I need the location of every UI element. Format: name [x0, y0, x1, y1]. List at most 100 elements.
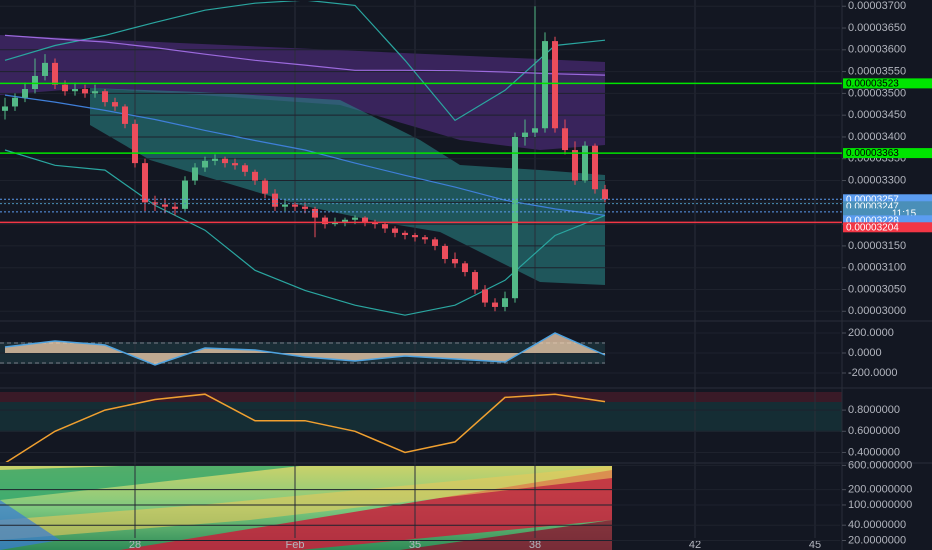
candle-body [12, 97, 18, 107]
candle-body [342, 219, 348, 222]
candle-body [32, 75, 38, 90]
candle-body [152, 202, 158, 205]
price-label: 0.00003228 [846, 215, 899, 226]
y-tick-label: 0.6000000 [848, 425, 900, 437]
candle-body [172, 206, 178, 209]
price-label-box [843, 78, 932, 89]
candle-body [292, 204, 298, 207]
indicator-plot [0, 332, 606, 366]
overbought-band [0, 392, 842, 402]
price-label-box [843, 194, 932, 205]
y-tick-label: 0.00003050 [848, 283, 906, 295]
candle-body [472, 272, 478, 290]
y-tick-label: -200.0000 [848, 367, 898, 379]
y-tick-label: 20.0000000 [848, 534, 906, 546]
price-label: 0.00003363 [846, 148, 899, 159]
candle-body [482, 289, 488, 303]
countdown-box [843, 208, 932, 219]
candle-body [502, 298, 508, 307]
y-tick-label: 0.4000000 [848, 446, 900, 458]
candle-body [362, 217, 368, 222]
candle-body [222, 158, 228, 164]
candle-body [42, 62, 48, 76]
candle-body [572, 150, 578, 181]
indicator-line [4, 34, 606, 76]
y-tick-label: 0.0000 [848, 347, 882, 359]
indicator-line [4, 149, 606, 316]
candle-body [442, 245, 448, 259]
candle-body [492, 302, 498, 307]
candle-body [462, 263, 468, 273]
candle-body [392, 228, 398, 233]
candle-body [102, 91, 108, 103]
indicator-line [5, 393, 606, 462]
price-label: 0.00003247 [846, 201, 899, 212]
y-tick-label: 0.00003450 [848, 109, 906, 121]
correlation-band [0, 402, 842, 432]
candle-body [402, 232, 408, 236]
y-tick-label: 100.0000000 [848, 499, 912, 511]
candle-body [542, 41, 548, 129]
candle-body [322, 217, 328, 225]
candle-body [312, 208, 318, 218]
candle-body [272, 193, 278, 207]
candle-body [592, 145, 598, 190]
candle-body [112, 102, 118, 107]
candle-body [522, 132, 528, 137]
candle-body [132, 123, 138, 164]
y-tick-label: 0.00003300 [848, 174, 906, 186]
indicator-line [4, 94, 606, 216]
x-tick-label: 45 [809, 539, 821, 550]
heatmap-band [400, 520, 612, 550]
x-tick-label: 38 [529, 539, 541, 550]
y-tick-label: 0.8000000 [848, 404, 900, 416]
indicator-line [4, 332, 606, 366]
y-tick-label: 0.00003150 [848, 240, 906, 252]
candle-body [352, 217, 358, 220]
y-tick-label: 0.00003550 [848, 66, 906, 78]
candle-body [62, 84, 68, 92]
candle-body [212, 158, 218, 161]
candle-body [412, 235, 418, 238]
oscillator-area [5, 333, 605, 365]
candle-body [552, 41, 558, 129]
candle-body [582, 145, 588, 181]
candle-body [562, 128, 568, 151]
candle-body [282, 204, 288, 207]
y-tick-label: 0.00003600 [848, 44, 906, 56]
x-tick-label: Feb [286, 539, 305, 550]
indicator-line [4, 1, 606, 122]
candle-body [192, 167, 198, 181]
candle-body [452, 258, 458, 264]
candle-body [422, 237, 428, 240]
candle-body [302, 206, 308, 209]
y-tick-label: 40.0000000 [848, 519, 906, 531]
x-tick-label: 35 [409, 539, 421, 550]
candle-body [232, 163, 238, 166]
y-tick-label: 0.00003650 [848, 22, 906, 34]
candle-body [432, 239, 438, 246]
candle-body [382, 224, 388, 229]
y-tick-label: 0.00003400 [848, 131, 906, 143]
candle-body [122, 106, 128, 124]
heatmap-band [0, 466, 612, 540]
candle-body [532, 128, 538, 133]
candle-body [52, 62, 58, 85]
candle-body [512, 136, 518, 299]
price-label-box [843, 215, 932, 226]
x-tick-label: 28 [129, 539, 141, 550]
candle-body [262, 180, 268, 194]
candle-body [92, 91, 98, 94]
price-label-box [843, 201, 932, 212]
countdown: 11:15 [892, 208, 917, 219]
y-tick-label: 600.0000000 [848, 459, 912, 471]
candle-body [162, 204, 168, 207]
x-tick-label: 42 [689, 539, 701, 550]
indicator-plot [5, 393, 606, 462]
candle-body [142, 163, 148, 203]
y-tick-label: 0.00003100 [848, 262, 906, 274]
price-label: 0.00003523 [846, 79, 899, 90]
